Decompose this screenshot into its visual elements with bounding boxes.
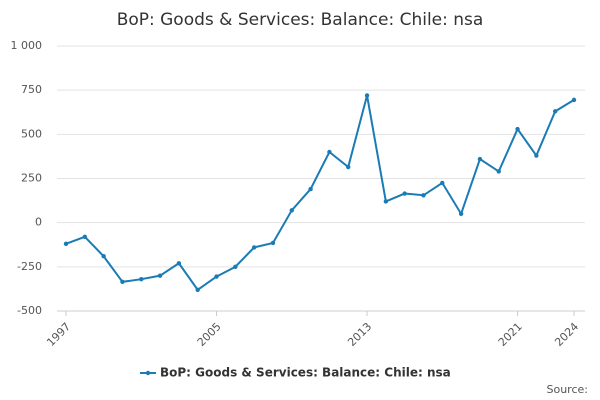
point bbox=[82, 234, 88, 239]
point bbox=[364, 93, 370, 98]
point bbox=[346, 164, 351, 170]
x-tick-label: 1997 bbox=[44, 320, 73, 349]
point bbox=[571, 97, 577, 103]
point bbox=[101, 254, 106, 259]
point bbox=[176, 261, 182, 266]
y-tick-label: 500 bbox=[21, 127, 42, 140]
point bbox=[327, 149, 332, 155]
x-tick-label: 2005 bbox=[195, 320, 224, 349]
point bbox=[157, 273, 163, 278]
point bbox=[139, 277, 144, 282]
y-tick-label: 750 bbox=[21, 83, 42, 96]
line bbox=[65, 95, 575, 292]
legend-marker bbox=[145, 370, 151, 376]
x-tick-label: 2021 bbox=[496, 320, 525, 349]
point bbox=[440, 180, 445, 186]
point bbox=[534, 153, 539, 158]
point bbox=[63, 241, 69, 247]
source: Source: bbox=[547, 383, 589, 396]
x-tick-label: 2013 bbox=[345, 320, 374, 349]
point bbox=[233, 264, 238, 270]
y-tick-label: -500 bbox=[17, 304, 42, 317]
point bbox=[195, 287, 200, 292]
point bbox=[458, 211, 464, 217]
y-tick-label: 250 bbox=[21, 172, 42, 185]
y-tick-label: 1 000 bbox=[11, 39, 43, 52]
point bbox=[270, 240, 276, 246]
legend-label: BoP: Goods & Services: Balance: Chile: n… bbox=[160, 366, 451, 380]
y-tick-label: -250 bbox=[17, 260, 42, 273]
point bbox=[552, 109, 558, 114]
point bbox=[289, 208, 294, 213]
y-tick-label: 0 bbox=[35, 216, 42, 229]
point bbox=[421, 193, 426, 198]
point bbox=[308, 186, 313, 192]
point bbox=[477, 156, 483, 162]
point bbox=[402, 191, 407, 196]
x-tick-label: 2024 bbox=[552, 320, 581, 349]
point bbox=[214, 274, 219, 279]
point bbox=[496, 169, 501, 174]
point bbox=[515, 126, 520, 132]
point bbox=[383, 199, 389, 204]
point bbox=[251, 245, 257, 250]
point bbox=[120, 279, 125, 285]
chart-title: BoP: Goods & Services: Balance: Chile: n… bbox=[117, 10, 484, 30]
